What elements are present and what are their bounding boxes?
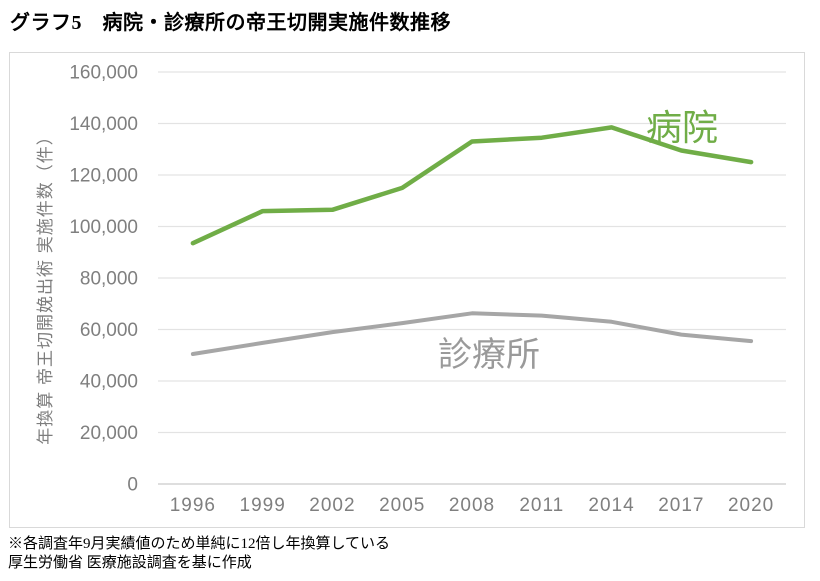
footnote: ※各調査年9月実績値のため単純に12倍し年換算している 厚生労働省 医療施設調査… xyxy=(8,535,390,573)
clinic-series-line xyxy=(190,311,754,356)
y-tick-label: 60,000 xyxy=(80,320,138,341)
series-label-hospital: 病院 xyxy=(646,107,719,148)
page-title: グラフ5 病院・診療所の帝王切開実施件数推移 xyxy=(10,12,451,34)
x-tick-label: 2020 xyxy=(728,495,774,516)
x-tick-label: 2002 xyxy=(309,495,355,516)
footnote-line-2: 厚生労働省 医療施設調査を基に作成 xyxy=(8,555,252,571)
y-tick-label: 140,000 xyxy=(69,114,138,135)
x-tick-label: 2008 xyxy=(449,495,495,516)
y-tick-label: 0 xyxy=(127,475,138,496)
line-chart: 0 20,000 40,000 60,000 80,000 100,000 120,000 1… xyxy=(69,63,786,516)
series-label-clinic: 診療所 xyxy=(438,336,540,374)
y-tick-label: 100,000 xyxy=(69,217,138,238)
chart-frame: 年換算 帝王切開娩出術 実施件数（件） 0 20,000 40,000 60,000 8… xyxy=(9,52,805,528)
footnote-line-1: ※各調査年9月実績値のため単純に12倍し年換算している xyxy=(8,536,391,552)
x-tick-label: 2014 xyxy=(588,495,634,516)
y-tick-label: 40,000 xyxy=(80,372,138,393)
y-tick-label: 160,000 xyxy=(69,63,138,84)
x-tick-label: 1999 xyxy=(240,495,286,516)
y-tick-label: 20,000 xyxy=(80,423,138,444)
x-tick-label: 2017 xyxy=(658,495,704,516)
y-tick-label: 80,000 xyxy=(80,269,138,290)
y-tick-label: 120,000 xyxy=(69,166,138,187)
hospital-series-line xyxy=(190,125,754,246)
x-tick-label: 2011 xyxy=(519,495,564,516)
x-tick-label: 1996 xyxy=(170,495,216,516)
x-tick-label: 2005 xyxy=(379,495,425,516)
